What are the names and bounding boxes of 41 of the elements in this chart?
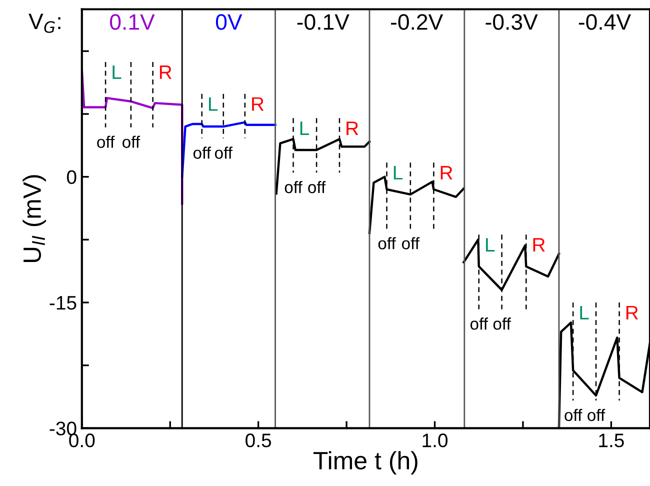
x-tick-label: 1.5	[599, 434, 624, 448]
annotation: off	[193, 146, 212, 159]
annotation: off	[308, 180, 326, 194]
y-axis-title: U$_{II}$ (mV)	[22, 175, 46, 262]
line-series	[181, 121, 276, 178]
annotation: off	[402, 237, 420, 250]
annotation: -0.3V	[486, 14, 538, 30]
annotation: off	[493, 318, 511, 330]
x-tick-label: 1.0	[422, 434, 448, 448]
x-tick-label: 0.0	[69, 434, 95, 448]
annotation: -0.1V	[297, 14, 350, 30]
annotation: L	[394, 166, 402, 180]
annotation: L	[300, 122, 309, 136]
annotation: off	[122, 136, 140, 148]
x-tick-label: 0.5	[246, 434, 272, 448]
y-tick-label: -30	[50, 422, 76, 436]
annotation: L	[112, 66, 122, 79]
annotation: off	[564, 408, 582, 422]
x-axis-title: Time t (h)	[314, 451, 418, 474]
annotation: R	[626, 306, 638, 320]
annotation: L	[209, 97, 218, 111]
annotation: R	[440, 166, 452, 180]
annotation: R	[252, 97, 264, 111]
annotation: R	[160, 66, 172, 79]
annotation: off	[470, 318, 488, 330]
annotation: off	[97, 136, 115, 148]
annotation: 0.1V	[110, 14, 155, 30]
annotation: L	[486, 238, 495, 252]
annotation: off	[284, 180, 302, 194]
y-tick-label: 0	[66, 170, 76, 184]
annotation: off	[378, 237, 396, 250]
annotation: off	[588, 408, 606, 422]
y-tick-label: -15	[50, 296, 76, 310]
annotation: L	[580, 306, 589, 320]
text: V$_{G}$:	[28, 14, 60, 33]
annotation: -0.2V	[391, 14, 444, 30]
annotation: R	[533, 238, 545, 252]
annotation: off	[214, 146, 233, 159]
annotation: 0V	[216, 14, 242, 30]
annotation: -0.4V	[578, 14, 631, 30]
annotation: R	[346, 122, 358, 136]
